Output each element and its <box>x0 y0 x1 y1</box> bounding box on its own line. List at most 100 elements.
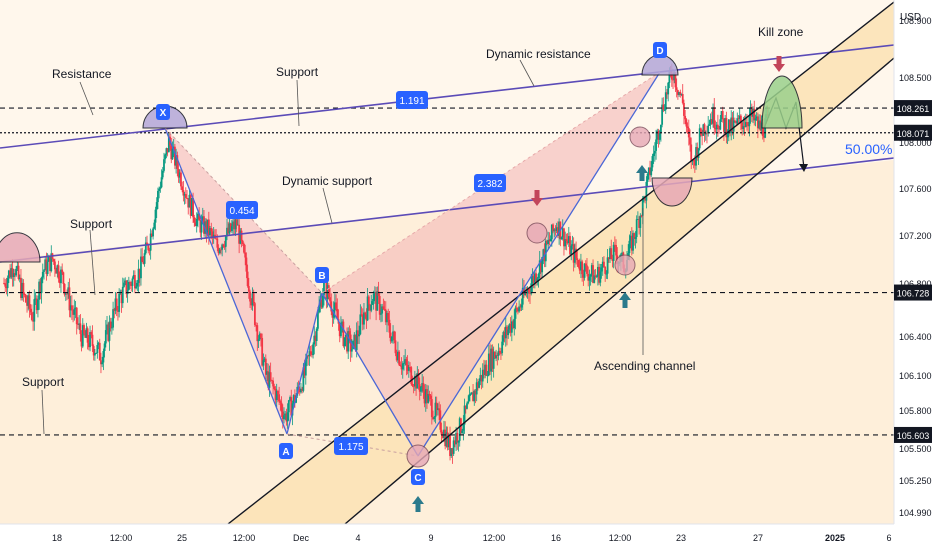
candle-body <box>167 136 170 153</box>
candle-body <box>221 244 224 250</box>
candle-body <box>69 305 72 311</box>
candle-body <box>68 287 71 311</box>
candle-body <box>381 306 384 314</box>
candle-body <box>183 194 186 196</box>
candle-body <box>110 327 113 329</box>
candle-body <box>92 346 95 356</box>
candle-body <box>469 394 472 396</box>
candle-body <box>519 306 522 308</box>
candle-body <box>491 348 494 369</box>
candle-body <box>201 216 204 220</box>
candle-body <box>681 94 684 103</box>
candle-body <box>735 120 737 124</box>
candle-body <box>712 107 714 124</box>
candle-body <box>639 215 642 228</box>
candle-body <box>234 219 237 230</box>
candle-body <box>263 358 266 361</box>
annotation-dynamic-resistance: Dynamic resistance <box>486 47 591 61</box>
y-tick-label: 106.100 <box>899 371 932 381</box>
candle-body <box>704 132 707 135</box>
candle-body <box>633 233 636 239</box>
candle-body <box>750 107 753 117</box>
candle-body <box>450 448 453 456</box>
candle-body <box>428 393 431 396</box>
annotation-ascending-channel: Ascending channel <box>594 359 695 373</box>
candle-body <box>75 307 78 325</box>
candle-body <box>634 237 637 239</box>
candle-body <box>485 364 488 376</box>
y-tick-label: 105.800 <box>899 406 932 416</box>
level-tag-bg <box>894 124 932 141</box>
candle-body <box>510 321 513 333</box>
candle-body <box>109 321 112 329</box>
candle-body <box>181 186 184 191</box>
candle-body <box>603 261 605 267</box>
candle-body <box>137 268 140 283</box>
candle-body <box>725 117 728 138</box>
candle-body <box>194 222 197 226</box>
candle-body <box>729 119 731 134</box>
candle-body <box>274 388 277 401</box>
candle-body <box>283 415 285 420</box>
candle-body <box>272 380 274 387</box>
candle-body <box>535 273 537 283</box>
candle-body <box>509 324 512 333</box>
candle-body <box>113 309 116 311</box>
candle-body <box>38 281 41 300</box>
candle-body <box>656 130 659 140</box>
candle-body <box>662 104 665 110</box>
candle-body <box>278 394 281 402</box>
candle-body <box>73 309 76 315</box>
candle-body <box>466 403 468 409</box>
candle-body <box>223 246 226 248</box>
candle-body <box>406 364 409 371</box>
down-arrow-killzone-shaft <box>776 56 782 64</box>
candle-body <box>415 375 417 389</box>
candle-body <box>453 440 456 445</box>
candle-body <box>529 292 531 294</box>
candle-body <box>303 367 306 376</box>
candle-body <box>420 386 422 392</box>
candle-body <box>445 432 448 447</box>
candle-body <box>693 159 696 166</box>
candle-body <box>287 400 290 413</box>
candle-body <box>686 126 689 129</box>
candle-body <box>206 219 209 234</box>
candle-body <box>580 261 582 271</box>
candle-body <box>606 257 609 274</box>
ratio-badge-bg <box>334 437 368 455</box>
candle-body <box>47 256 50 262</box>
candle-body <box>138 268 141 279</box>
ratio-badge-bg <box>396 91 428 109</box>
pattern-point-C: C <box>411 469 425 485</box>
candle-body <box>621 252 624 255</box>
candle-body <box>41 271 44 278</box>
candle-body <box>581 261 584 275</box>
candle-body <box>44 259 47 271</box>
level-tag-108.261: 108.261 <box>894 100 932 117</box>
candle-body <box>387 313 390 320</box>
candle-body <box>52 259 55 262</box>
candle-body <box>275 391 278 401</box>
pattern-leg-3 <box>417 71 661 457</box>
candle-body <box>437 408 439 410</box>
candle-body <box>632 233 634 251</box>
candle-body <box>49 256 51 272</box>
candle-body <box>29 308 32 313</box>
candle-body <box>136 282 139 287</box>
dynamic-resistance-line <box>0 44 894 149</box>
candle-body <box>146 242 148 245</box>
candle-body <box>54 261 56 270</box>
candle-body <box>149 233 152 251</box>
candle-body <box>683 102 685 116</box>
candle-body <box>736 118 739 124</box>
candle-body <box>95 352 98 354</box>
candle-body <box>129 282 131 284</box>
candle-body <box>747 125 750 127</box>
candle-body <box>649 167 651 176</box>
candle-body <box>30 312 33 320</box>
candle-body <box>389 332 392 342</box>
x-tick-label: 18 <box>52 533 62 543</box>
support-left-pointer <box>89 229 96 296</box>
candle-body <box>218 249 221 254</box>
